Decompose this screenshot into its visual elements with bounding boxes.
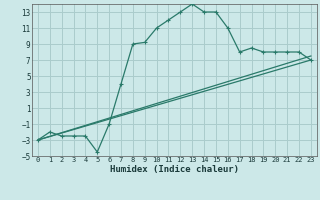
X-axis label: Humidex (Indice chaleur): Humidex (Indice chaleur) [110, 165, 239, 174]
